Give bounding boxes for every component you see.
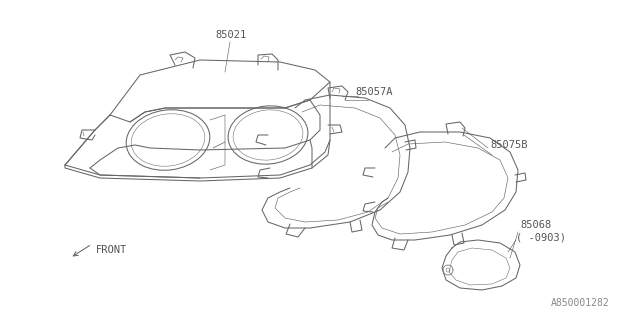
Text: 85075B: 85075B — [490, 140, 527, 150]
Text: 85021: 85021 — [215, 30, 246, 40]
Text: 85057A: 85057A — [355, 87, 392, 97]
Text: 85068: 85068 — [520, 220, 551, 230]
Text: ( -0903): ( -0903) — [516, 232, 566, 242]
Text: FRONT: FRONT — [96, 245, 127, 255]
Text: A850001282: A850001282 — [551, 298, 610, 308]
